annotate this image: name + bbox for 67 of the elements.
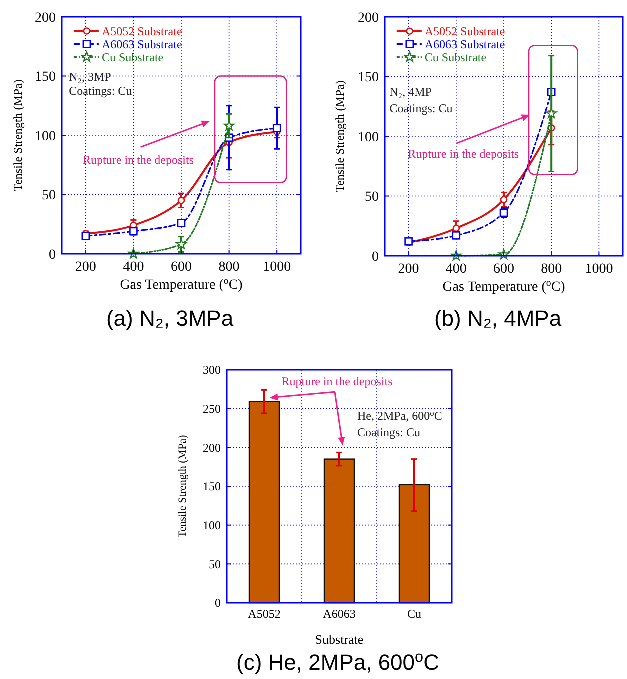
y-tick-label: 100	[358, 130, 379, 146]
y-tick-label: 0	[372, 250, 379, 265]
point	[452, 232, 461, 240]
point	[500, 208, 508, 218]
x-tick-label: 1000	[585, 262, 614, 277]
x-tick-label: 600	[171, 260, 192, 275]
point	[177, 219, 186, 228]
annotation: Coatings: Cu	[69, 84, 132, 98]
y-tick-label: 100	[35, 129, 56, 144]
y-tick-label: 200	[35, 10, 56, 26]
y-tick-label: 50	[209, 557, 221, 572]
annotation: He, 2MPa, 600$^{o}$C	[358, 408, 442, 424]
legend-label: Cu Substrate	[102, 50, 164, 64]
annotation: Coatings: Cu	[390, 102, 453, 116]
text: (a) N₂, 3MPa	[106, 306, 234, 331]
x-tick-label: 200	[398, 262, 420, 277]
point	[500, 196, 508, 204]
legend-label: A5052 Substrate	[102, 24, 182, 38]
y-tick-label: 0	[215, 596, 221, 610]
point	[178, 197, 186, 204]
legend-label: Cu Substrate	[424, 50, 487, 65]
y-tick-label: 150	[358, 70, 379, 86]
x-tick-label: A5052	[248, 607, 281, 621]
x-tick-label: 400	[446, 262, 467, 277]
x-tick-label: 800	[541, 262, 562, 277]
point	[452, 224, 460, 232]
text: (c) He, 2MPa, 600$^{o}$C	[236, 648, 440, 675]
x-tick-label: 600	[494, 262, 514, 277]
annotation: Coatings: Cu	[358, 425, 421, 440]
legend-label: A6063 Substrate	[102, 37, 182, 52]
y-tick-label: 50	[42, 188, 56, 204]
text: (b) N₂, 4MPa	[434, 306, 562, 331]
point	[498, 249, 510, 260]
y-tick-label: 150	[203, 480, 221, 494]
x-axis-title: Gas Temperature ($^{o}$C)	[442, 278, 566, 295]
y-tick-label: 0	[49, 248, 56, 263]
y-tick-label: 100	[203, 518, 221, 533]
annotation: Rupture in the deposits	[282, 374, 394, 388]
x-tick-label: 400	[123, 260, 144, 275]
x-axis-title: Gas Temperature ($^{o}$C)	[120, 276, 244, 293]
point	[546, 108, 558, 119]
x-tick-label: A6063	[323, 607, 356, 621]
x-tick-label: 800	[218, 260, 240, 275]
annotation: N₂, 3MP	[69, 70, 112, 84]
bar	[324, 458, 356, 604]
y-tick-label: 250	[203, 402, 221, 416]
annotation: Rupture in the deposits	[408, 147, 520, 162]
annotation: N₂, 4MP	[390, 84, 432, 99]
x-tick-label: Cu	[407, 607, 422, 621]
bar	[248, 401, 280, 604]
y-tick-label: 300	[203, 363, 221, 378]
y-tick-label: 50	[365, 190, 379, 206]
y-axis-title: Tensile Strength (MPa)	[11, 80, 25, 192]
point	[224, 120, 235, 131]
y-axis-title: Tensile Strength (MPa)	[177, 434, 189, 538]
x-tick-label: 1000	[263, 260, 292, 275]
bar	[398, 484, 430, 604]
x-tick-label: 200	[75, 260, 96, 275]
y-axis-title: Tensile Strength (MPa)	[333, 80, 347, 192]
y-tick-label: 150	[35, 70, 56, 86]
x-axis-title: Substrate	[315, 632, 364, 647]
legend-label: A6063 Substrate	[424, 38, 506, 52]
legend-label: A5052 Substrate	[424, 24, 506, 39]
point	[272, 124, 282, 133]
y-tick-label: 200	[203, 440, 221, 455]
annotation: Rupture in the deposits	[83, 152, 194, 167]
y-tick-label: 200	[358, 10, 379, 26]
